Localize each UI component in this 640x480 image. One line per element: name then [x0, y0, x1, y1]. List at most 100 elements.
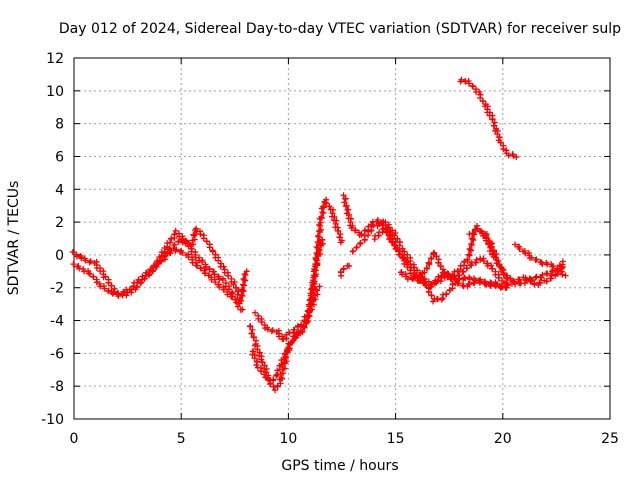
data-point	[337, 268, 344, 275]
data-point	[240, 281, 247, 288]
data-point	[179, 239, 186, 246]
data-point	[298, 321, 305, 328]
series-track-12	[512, 241, 569, 279]
data-point	[78, 254, 85, 261]
data-point	[258, 319, 265, 326]
data-point	[299, 328, 306, 335]
data-point	[318, 214, 325, 221]
data-point	[421, 269, 428, 276]
data-point	[320, 204, 327, 211]
data-point	[280, 370, 287, 377]
data-point	[191, 236, 198, 243]
series-track-4	[246, 196, 345, 394]
x-axis-label: GPS time / hours	[281, 458, 398, 474]
data-point	[494, 131, 501, 138]
data-point	[323, 200, 330, 207]
data-point	[433, 253, 440, 260]
data-point	[336, 234, 343, 241]
data-point	[197, 231, 204, 238]
data-point	[172, 227, 179, 234]
data-point	[293, 332, 300, 339]
data-point	[173, 246, 180, 253]
data-point	[268, 328, 275, 335]
data-point	[269, 327, 276, 334]
data-point	[552, 271, 559, 278]
data-point	[326, 203, 333, 210]
data-point	[284, 346, 291, 353]
data-point	[404, 261, 411, 268]
data-point	[254, 346, 261, 353]
data-point	[202, 269, 209, 276]
data-point	[237, 296, 244, 303]
data-point	[264, 326, 271, 333]
data-point	[220, 263, 227, 270]
series-track-6	[252, 283, 323, 343]
data-point	[503, 284, 510, 291]
data-point	[239, 293, 246, 300]
series-track-13	[510, 258, 566, 288]
data-point	[312, 273, 319, 280]
data-point	[273, 372, 280, 379]
data-point	[318, 214, 325, 221]
data-point	[489, 116, 496, 123]
data-point	[489, 265, 496, 272]
data-point	[314, 261, 321, 268]
data-point	[316, 283, 323, 290]
data-point	[86, 259, 93, 266]
data-point	[479, 98, 486, 105]
data-point	[337, 239, 344, 246]
data-point	[320, 203, 327, 210]
data-point	[490, 253, 497, 260]
data-point	[314, 232, 321, 239]
data-point	[476, 88, 483, 95]
data-point	[291, 326, 298, 333]
data-point	[261, 371, 268, 378]
data-point	[443, 290, 450, 297]
y-tick-label: 10	[46, 84, 64, 100]
data-point	[500, 269, 507, 276]
x-tick-label: 5	[177, 431, 186, 447]
data-point	[319, 236, 326, 243]
data-point	[468, 241, 475, 248]
data-point	[238, 292, 245, 299]
data-point	[533, 256, 540, 263]
data-point	[320, 210, 327, 217]
data-point	[242, 271, 249, 278]
data-point	[240, 282, 247, 289]
data-point	[468, 241, 475, 248]
data-point	[469, 230, 476, 237]
data-point	[319, 240, 326, 247]
data-point	[243, 268, 250, 275]
y-tick-label: -6	[50, 346, 64, 362]
data-point	[233, 299, 240, 306]
y-tick-label: -8	[50, 379, 64, 395]
data-point	[340, 192, 347, 199]
data-point	[340, 266, 347, 273]
data-point	[90, 273, 97, 280]
data-point	[482, 278, 489, 285]
data-point	[478, 228, 485, 235]
data-point	[469, 236, 476, 243]
data-point	[357, 239, 364, 246]
data-point	[466, 281, 473, 288]
data-point	[342, 196, 349, 203]
data-point	[493, 260, 500, 267]
y-tick-label: 2	[55, 215, 64, 231]
data-point	[495, 274, 502, 281]
data-point	[184, 240, 191, 247]
data-point	[199, 258, 206, 265]
data-point	[396, 242, 403, 249]
data-point	[488, 262, 495, 269]
data-point	[388, 239, 395, 246]
data-point	[521, 280, 528, 287]
data-point	[507, 276, 514, 283]
data-point	[317, 251, 324, 258]
data-point	[212, 279, 219, 286]
data-point	[138, 279, 145, 286]
data-point	[528, 254, 535, 261]
data-point	[465, 80, 472, 87]
data-point	[430, 249, 437, 256]
data-point	[513, 154, 520, 161]
data-point	[110, 289, 117, 296]
